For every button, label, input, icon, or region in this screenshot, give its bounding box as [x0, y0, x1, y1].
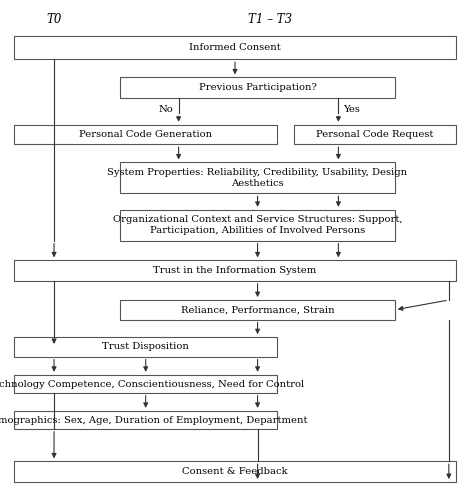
FancyBboxPatch shape [14, 260, 456, 281]
FancyBboxPatch shape [120, 78, 395, 98]
Text: No: No [158, 105, 173, 114]
FancyBboxPatch shape [14, 411, 277, 429]
FancyBboxPatch shape [120, 162, 395, 194]
Text: T0: T0 [47, 12, 62, 26]
FancyBboxPatch shape [14, 462, 456, 482]
FancyBboxPatch shape [294, 124, 456, 144]
Text: Trust Disposition: Trust Disposition [102, 342, 189, 351]
Text: Personal Code Generation: Personal Code Generation [79, 130, 212, 139]
Text: Reliance, Performance, Strain: Reliance, Performance, Strain [181, 306, 334, 314]
Text: Organizational Context and Service Structures: Support,
Participation, Abilities: Organizational Context and Service Struc… [113, 215, 402, 236]
FancyBboxPatch shape [14, 36, 456, 60]
Text: System Properties: Reliability, Credibility, Usability, Design
Aesthetics: System Properties: Reliability, Credibil… [108, 168, 407, 188]
Text: Consent & Feedback: Consent & Feedback [182, 467, 288, 476]
Text: Trust in the Information System: Trust in the Information System [153, 266, 317, 275]
Text: Technology Competence, Conscientiousness, Need for Control: Technology Competence, Conscientiousness… [0, 380, 304, 388]
Text: Informed Consent: Informed Consent [189, 44, 281, 52]
Text: T1 – T3: T1 – T3 [248, 12, 292, 26]
FancyBboxPatch shape [14, 124, 277, 144]
Text: Previous Participation?: Previous Participation? [199, 83, 316, 92]
Text: Personal Code Request: Personal Code Request [316, 130, 433, 139]
FancyBboxPatch shape [14, 374, 277, 393]
FancyBboxPatch shape [120, 300, 395, 320]
Text: Demographics: Sex, Age, Duration of Employment, Department: Demographics: Sex, Age, Duration of Empl… [0, 416, 307, 424]
FancyBboxPatch shape [120, 210, 395, 240]
FancyBboxPatch shape [14, 337, 277, 356]
Text: Yes: Yes [343, 105, 360, 114]
